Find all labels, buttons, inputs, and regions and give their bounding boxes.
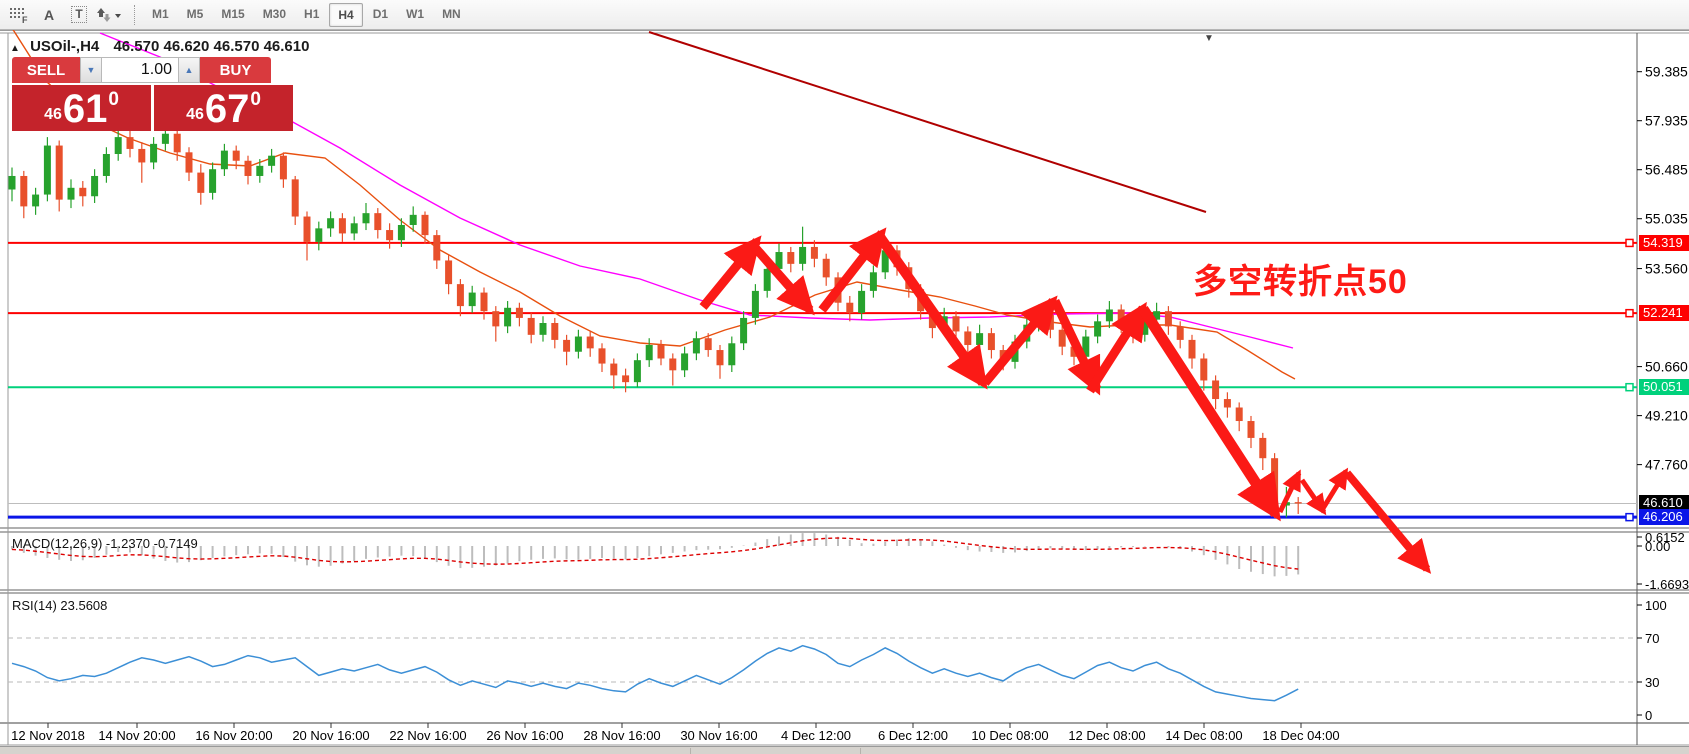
- svg-text:30: 30: [1645, 675, 1659, 690]
- time-axis[interactable]: 12 Nov 2018 14 Nov 20:00 16 Nov 20:00 20 No…: [11, 723, 1340, 743]
- svg-text:0: 0: [1645, 708, 1652, 723]
- svg-text:100: 100: [1645, 598, 1667, 613]
- buy-price-point: 0: [250, 89, 261, 110]
- timeframe-bar: M1 M5 M15 M30 H1 H4 D1 W1 MN: [144, 2, 471, 27]
- svg-text:16 Nov 20:00: 16 Nov 20:00: [195, 728, 272, 743]
- timeframe-button-m1[interactable]: M1: [152, 6, 169, 21]
- svg-text:6 Dec 12:00: 6 Dec 12:00: [878, 728, 948, 743]
- buy-price-pips: 67: [204, 87, 250, 131]
- chart-header: ▲ USOil-,H4 46.570 46.620 46.570 46.610: [10, 38, 309, 55]
- timeframe-button-h1[interactable]: H1: [304, 6, 320, 21]
- status-strip: [0, 746, 1689, 754]
- svg-text:-1.6693: -1.6693: [1645, 577, 1689, 592]
- text-label-icon[interactable]: T: [66, 3, 92, 27]
- timeframe-button-h4[interactable]: H4: [329, 2, 363, 27]
- price-tag-46.206: 46.206: [1639, 509, 1689, 526]
- svg-text:70: 70: [1645, 631, 1659, 646]
- volume-increase-button[interactable]: ▲: [178, 57, 200, 83]
- price-tag-46.610: 46.610: [1639, 495, 1689, 512]
- toolbar: F A T M1 M5 M15 M30 H1 H4 D1 W1 MN: [0, 0, 1689, 30]
- svg-text:30 Nov 16:00: 30 Nov 16:00: [680, 728, 757, 743]
- arrows-glyph: [97, 7, 121, 22]
- svg-text:12 Nov 2018: 12 Nov 2018: [11, 728, 85, 743]
- svg-text:50.660: 50.660: [1645, 359, 1688, 375]
- toolbar-separator: [134, 4, 136, 25]
- status-divider: [690, 748, 691, 754]
- svg-text:55.035: 55.035: [1645, 211, 1688, 227]
- macd-label: MACD(12,26,9) -1.2370 -0.7149: [12, 536, 198, 551]
- svg-text:18 Dec 04:00: 18 Dec 04:00: [1262, 728, 1339, 743]
- timeframe-button-mn[interactable]: MN: [442, 6, 461, 21]
- rsi-label: RSI(14) 23.5608: [12, 598, 108, 613]
- svg-text:26 Nov 16:00: 26 Nov 16:00: [486, 728, 563, 743]
- arrows-tool-icon[interactable]: [96, 3, 122, 27]
- symbol-name: USOil-,H4: [30, 38, 100, 55]
- price-tag-50.051: 50.051: [1639, 379, 1689, 396]
- trend-arrows: [699, 227, 1432, 574]
- grid-f-glyph: F: [10, 7, 28, 24]
- sell-price-pips: 61: [62, 87, 108, 131]
- trade-controls-row: SELL ▼ ▲ BUY: [12, 57, 293, 83]
- horizontal-level-lines: [8, 238, 1637, 522]
- svg-text:0.00: 0.00: [1645, 539, 1670, 554]
- price-axis-ticks: 59.385 57.935 56.485 55.035 53.560 50.660 49.2…: [1637, 64, 1688, 473]
- sell-price-point: 0: [108, 89, 119, 110]
- one-click-trade-widget: SELL ▼ ▲ BUY 46 61 0 46 67 0: [12, 57, 293, 131]
- svg-text:4 Dec 12:00: 4 Dec 12:00: [781, 728, 851, 743]
- candlestick-series: [8, 121, 1302, 519]
- sell-price-display[interactable]: 46 61 0: [12, 85, 151, 131]
- svg-text:47.760: 47.760: [1645, 457, 1688, 473]
- timeframe-button-m30[interactable]: M30: [262, 6, 287, 21]
- svg-text:10 Dec 08:00: 10 Dec 08:00: [971, 728, 1048, 743]
- sell-price-whole: 46: [44, 106, 62, 123]
- timeframe-button-w1[interactable]: W1: [406, 6, 425, 21]
- rsi-panel: 100 70 30 0: [8, 598, 1667, 723]
- grid-f-icon[interactable]: F: [6, 3, 32, 27]
- symbol-marker-icon: ▲: [10, 43, 20, 54]
- svg-text:57.935: 57.935: [1645, 113, 1688, 129]
- price-tag-52.241: 52.241: [1639, 305, 1689, 322]
- svg-text:14 Dec 08:00: 14 Dec 08:00: [1165, 728, 1242, 743]
- buy-price-display[interactable]: 46 67 0: [154, 85, 293, 131]
- svg-text:59.385: 59.385: [1645, 64, 1688, 80]
- chart-shift-marker-icon[interactable]: ▼: [1204, 33, 1214, 44]
- timeframe-button-d1[interactable]: D1: [372, 6, 389, 21]
- buy-button[interactable]: BUY: [200, 57, 271, 83]
- buy-price-whole: 46: [186, 106, 204, 123]
- timeframe-button-m15[interactable]: M15: [221, 6, 245, 21]
- status-divider: [860, 748, 861, 754]
- trade-quotes-row: 46 61 0 46 67 0: [12, 85, 293, 131]
- chart-annotation-text: 多空转折点50: [1193, 263, 1408, 301]
- t-box-glyph: T: [71, 6, 87, 23]
- svg-text:0.6152: 0.6152: [1645, 530, 1685, 545]
- volume-input[interactable]: [102, 57, 178, 83]
- svg-text:14 Nov 20:00: 14 Nov 20:00: [98, 728, 175, 743]
- svg-text:22 Nov 16:00: 22 Nov 16:00: [389, 728, 466, 743]
- price-tag-54.319: 54.319: [1639, 234, 1689, 251]
- volume-decrease-button[interactable]: ▼: [80, 57, 102, 83]
- timeframe-button-m5[interactable]: M5: [186, 6, 204, 21]
- panel-borders: [0, 32, 1689, 746]
- text-a-icon[interactable]: A: [43, 6, 55, 23]
- ohlc-readout: 46.570 46.620 46.570 46.610: [113, 38, 310, 55]
- svg-text:12 Dec 08:00: 12 Dec 08:00: [1068, 728, 1145, 743]
- svg-text:20 Nov 16:00: 20 Nov 16:00: [292, 728, 369, 743]
- sell-button[interactable]: SELL: [12, 57, 80, 83]
- svg-text:F: F: [22, 15, 28, 24]
- svg-text:49.210: 49.210: [1645, 408, 1688, 424]
- svg-text:53.560: 53.560: [1645, 261, 1688, 277]
- svg-text:56.485: 56.485: [1645, 162, 1688, 178]
- descending-trendline: [648, 31, 1207, 213]
- svg-text:28 Nov 16:00: 28 Nov 16:00: [583, 728, 660, 743]
